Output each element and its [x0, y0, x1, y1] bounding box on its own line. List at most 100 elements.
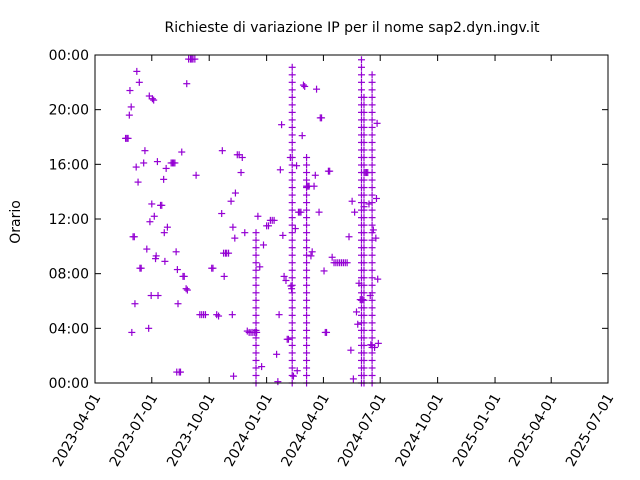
- data-point: [368, 334, 376, 342]
- data-point: [303, 296, 311, 304]
- data-point: [288, 191, 296, 199]
- data-point: [215, 312, 223, 320]
- data-point: [288, 326, 296, 334]
- data-point: [288, 274, 296, 282]
- data-point: [368, 138, 376, 146]
- data-point: [201, 311, 209, 319]
- x-tick-label: 2024-10-01: [393, 391, 448, 469]
- data-point: [368, 296, 376, 304]
- data-point: [360, 259, 368, 267]
- data-point: [351, 208, 359, 216]
- data-point: [303, 371, 311, 379]
- data-point: [368, 199, 376, 207]
- data-point: [288, 289, 296, 297]
- data-point: [154, 292, 162, 300]
- x-tick-label: 2023-04-01: [50, 391, 105, 469]
- data-point: [158, 201, 166, 209]
- data-point: [357, 86, 365, 94]
- data-point: [288, 93, 296, 101]
- data-point: [124, 134, 132, 142]
- data-point: [126, 87, 134, 95]
- data-point: [308, 248, 316, 256]
- data-point: [368, 244, 376, 252]
- data-point: [254, 212, 262, 220]
- data-point: [326, 167, 334, 175]
- data-point: [368, 311, 376, 319]
- data-point: [303, 349, 311, 357]
- data-point: [252, 244, 260, 252]
- data-point: [368, 116, 376, 124]
- data-point: [252, 289, 260, 297]
- data-point: [360, 326, 368, 334]
- data-point: [143, 245, 151, 253]
- data-point: [368, 266, 376, 274]
- data-point: [150, 96, 158, 104]
- data-point: [252, 251, 260, 259]
- data-point: [360, 311, 368, 319]
- data-point: [146, 218, 154, 226]
- data-point: [368, 356, 376, 364]
- data-point: [273, 350, 281, 358]
- data-point: [162, 164, 170, 172]
- data-point: [360, 131, 368, 139]
- data-point: [303, 356, 311, 364]
- data-point: [252, 356, 260, 364]
- data-point: [303, 184, 311, 192]
- data-point: [303, 244, 311, 252]
- chart-title: Richieste di variazione IP per il nome s…: [165, 20, 540, 36]
- data-point: [161, 257, 169, 265]
- data-point: [270, 216, 278, 224]
- x-tick-label: 2024-01-01: [222, 391, 277, 469]
- y-tick-label: 20:00: [49, 103, 89, 119]
- data-point: [357, 78, 365, 86]
- data-point: [357, 63, 365, 71]
- data-point: [258, 363, 266, 371]
- data-point: [128, 328, 136, 336]
- data-point: [288, 71, 296, 79]
- data-point: [307, 252, 315, 260]
- data-point: [368, 274, 376, 282]
- data-point: [131, 300, 139, 308]
- data-point: [368, 108, 376, 116]
- data-point: [183, 80, 191, 88]
- data-point: [264, 222, 272, 230]
- data-point: [288, 78, 296, 86]
- data-point: [360, 266, 368, 274]
- data-point: [360, 349, 368, 357]
- data-point: [288, 63, 296, 71]
- data-point: [231, 189, 239, 197]
- data-point: [182, 285, 190, 293]
- data-point: [288, 285, 296, 293]
- x-tick-label: 2023-07-01: [107, 391, 162, 469]
- data-point: [313, 85, 321, 93]
- data-point: [368, 206, 376, 214]
- data-point: [368, 214, 376, 222]
- data-point: [360, 221, 368, 229]
- data-point: [298, 132, 306, 140]
- data-point: [345, 233, 353, 241]
- data-point: [228, 311, 236, 319]
- data-point: [360, 244, 368, 252]
- data-point: [133, 67, 141, 75]
- data-point: [225, 249, 233, 257]
- data-point: [252, 236, 260, 244]
- data-point: [360, 176, 368, 184]
- data-point: [145, 324, 153, 332]
- data-point: [328, 253, 336, 261]
- data-point: [360, 214, 368, 222]
- data-point: [252, 371, 260, 379]
- data-point: [303, 229, 311, 237]
- data-point: [368, 251, 376, 259]
- x-tick-label: 2025-04-01: [506, 391, 561, 469]
- data-point: [153, 158, 161, 166]
- data-point: [303, 364, 311, 372]
- data-point: [360, 93, 368, 101]
- data-point: [288, 334, 296, 342]
- data-point: [140, 159, 148, 167]
- data-point: [318, 114, 326, 122]
- data-point: [360, 364, 368, 372]
- data-point: [360, 289, 368, 297]
- data-point: [132, 163, 140, 171]
- data-point: [360, 281, 368, 289]
- data-point: [360, 334, 368, 342]
